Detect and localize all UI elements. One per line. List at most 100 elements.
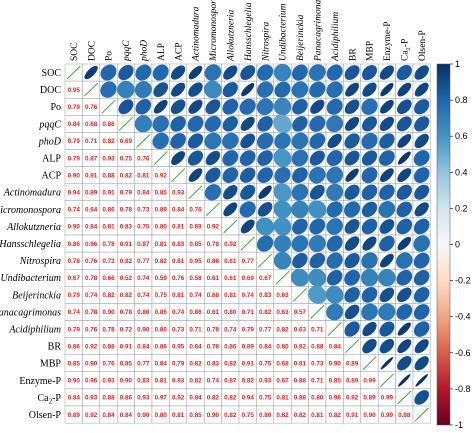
correlation-ellipse <box>187 115 204 132</box>
coefficient-label: 0.84 <box>85 224 98 231</box>
coefficient-label: 0.85 <box>68 360 81 367</box>
correlation-ellipse <box>414 339 429 354</box>
row-label: MBP <box>40 359 62 370</box>
column-label: BR <box>348 48 358 61</box>
diagonal-line <box>118 116 133 131</box>
correlation-ellipse <box>239 150 256 166</box>
coefficient-label: 0.78 <box>68 258 81 265</box>
coefficient-label: 0.83 <box>137 378 150 385</box>
column-label: Olsen-P <box>418 30 428 61</box>
correlation-ellipse <box>188 65 203 80</box>
coefficient-label: 0.97 <box>155 395 168 402</box>
correlation-ellipse <box>397 236 412 251</box>
correlation-ellipse <box>291 81 309 98</box>
coefficient-label: 0.96 <box>85 241 98 248</box>
coefficient-label: 0.91 <box>120 241 133 248</box>
coefficient-label: 0.81 <box>172 292 185 299</box>
diagonal-line <box>240 236 255 251</box>
coefficient-label: 0.69 <box>242 275 255 282</box>
coefficient-label: 0.83 <box>259 292 272 299</box>
correlation-ellipse <box>241 83 255 97</box>
correlation-ellipse <box>327 133 342 149</box>
correlation-ellipse <box>292 218 308 235</box>
diagonal-line <box>275 270 290 285</box>
coefficient-label: 0.76 <box>137 155 150 162</box>
coefficient-label: 0.74 <box>207 378 220 385</box>
column-label: Actinomadura <box>192 6 202 62</box>
diagonal-line <box>223 219 238 234</box>
correlation-ellipse <box>379 219 395 234</box>
coefficient-label: 0.78 <box>120 309 133 316</box>
row-label: phoD <box>38 136 62 147</box>
correlation-ellipse <box>397 82 412 97</box>
correlation-ellipse <box>274 166 291 184</box>
correlation-ellipse <box>396 99 412 115</box>
coefficient-label: 0.82 <box>276 412 289 419</box>
correlation-ellipse <box>413 235 430 252</box>
correlation-ellipse <box>204 132 222 150</box>
coefficient-label: 0.85 <box>189 241 202 248</box>
coefficient-label: 0.75 <box>137 224 150 231</box>
colorbar-tick-label: 0.4 <box>455 167 468 177</box>
correlation-ellipse <box>223 202 238 217</box>
coefficient-label: 0.82 <box>276 326 289 333</box>
correlation-ellipse <box>239 201 256 218</box>
correlation-ellipse <box>326 150 343 166</box>
coefficient-label: 0.78 <box>207 343 220 350</box>
correlation-ellipse <box>257 167 273 183</box>
coefficient-label: 0.95 <box>189 258 202 265</box>
correlation-ellipse <box>379 150 395 166</box>
correlation-ellipse <box>361 184 378 201</box>
coefficient-label: 0.71 <box>85 138 98 145</box>
correlation-ellipse <box>171 151 186 166</box>
coefficient-label: 0.94 <box>242 395 255 402</box>
correlation-ellipse <box>396 304 413 320</box>
coefficient-label: 0.76 <box>189 207 202 214</box>
coefficient-label: 0.79 <box>68 138 81 145</box>
coefficient-label: 0.88 <box>311 343 324 350</box>
column-label: Allokutzneria <box>227 10 237 62</box>
coefficient-label: 0.82 <box>224 412 237 419</box>
correlation-ellipse <box>308 166 326 184</box>
correlation-ellipse <box>256 81 274 98</box>
coefficient-label: 0.90 <box>137 326 150 333</box>
coefficient-label: 0.68 <box>276 360 289 367</box>
coefficient-label: 0.91 <box>346 412 359 419</box>
colorbar-tick-label: -0.2 <box>455 276 471 286</box>
correlation-ellipse <box>326 166 344 184</box>
correlation-ellipse <box>223 185 238 200</box>
correlation-ellipse <box>256 98 274 116</box>
coefficient-label: 0.95 <box>68 87 81 94</box>
correlation-ellipse <box>100 81 117 98</box>
correlation-ellipse <box>361 98 378 115</box>
correlation-ellipse <box>361 252 378 269</box>
coefficient-label: 0.84 <box>137 189 150 196</box>
correlation-ellipse <box>325 285 344 304</box>
correlation-ellipse <box>344 218 360 234</box>
coefficient-label: 0.82 <box>294 343 307 350</box>
coefficient-label: 0.82 <box>242 378 255 385</box>
column-label: MBP <box>366 41 376 61</box>
coefficient-label: 0.79 <box>68 292 81 299</box>
correlation-ellipse <box>379 338 395 354</box>
correlation-ellipse <box>397 339 412 354</box>
coefficient-label: 0.67 <box>259 275 272 282</box>
coefficient-label: 0.78 <box>207 241 220 248</box>
coefficient-label: 0.93 <box>102 155 115 162</box>
correlation-ellipse <box>413 167 430 183</box>
correlation-ellipse <box>152 64 169 81</box>
coefficient-label: 0.99 <box>381 412 394 419</box>
correlation-ellipse <box>379 133 395 149</box>
coefficient-label: 0.99 <box>363 378 376 385</box>
correlation-ellipse <box>308 200 327 219</box>
correlation-ellipse <box>204 184 222 201</box>
coefficient-label: 0.80 <box>224 309 237 316</box>
correlation-ellipse <box>135 98 152 115</box>
coefficient-label: 0.82 <box>189 378 202 385</box>
correlation-ellipse <box>205 150 221 166</box>
coefficient-label: 0.82 <box>155 258 168 265</box>
correlation-ellipse <box>188 82 203 97</box>
colorbar-tick-label: -1 <box>455 420 463 430</box>
coefficient-label: 0.75 <box>259 395 272 402</box>
coefficient-label: 0.57 <box>294 309 307 316</box>
